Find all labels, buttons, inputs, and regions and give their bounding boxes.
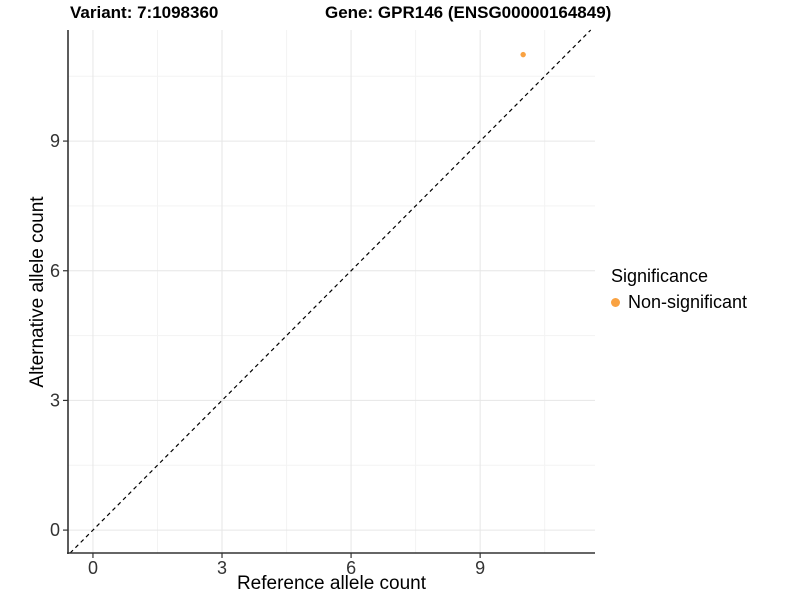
x-tick-label: 9 bbox=[475, 558, 485, 578]
x-tick-label: 0 bbox=[88, 558, 98, 578]
legend-point-icon bbox=[611, 298, 620, 307]
x-tick-label: 6 bbox=[346, 558, 356, 578]
x-tick-label: 3 bbox=[217, 558, 227, 578]
plot-title-variant: Variant: 7:1098360 bbox=[70, 3, 219, 22]
identity-dashed-line bbox=[69, 29, 592, 554]
legend-item-label: Non-significant bbox=[628, 292, 748, 312]
legend-item: Non-significant bbox=[611, 292, 747, 313]
plot-title-gene: Gene: GPR146 (ENSG00000164849) bbox=[325, 3, 612, 22]
x-axis-title: Reference allele count bbox=[236, 573, 427, 594]
y-axis-title: Alternative allele count bbox=[27, 196, 48, 388]
legend-title: Significance bbox=[611, 266, 709, 286]
y-tick-label: 6 bbox=[50, 261, 60, 281]
data-point bbox=[520, 51, 526, 58]
y-tick-label: 9 bbox=[50, 131, 60, 151]
legend: Significance Non-significant bbox=[611, 265, 747, 313]
y-tick-label: 3 bbox=[50, 390, 60, 410]
y-tick-label: 0 bbox=[50, 520, 60, 540]
